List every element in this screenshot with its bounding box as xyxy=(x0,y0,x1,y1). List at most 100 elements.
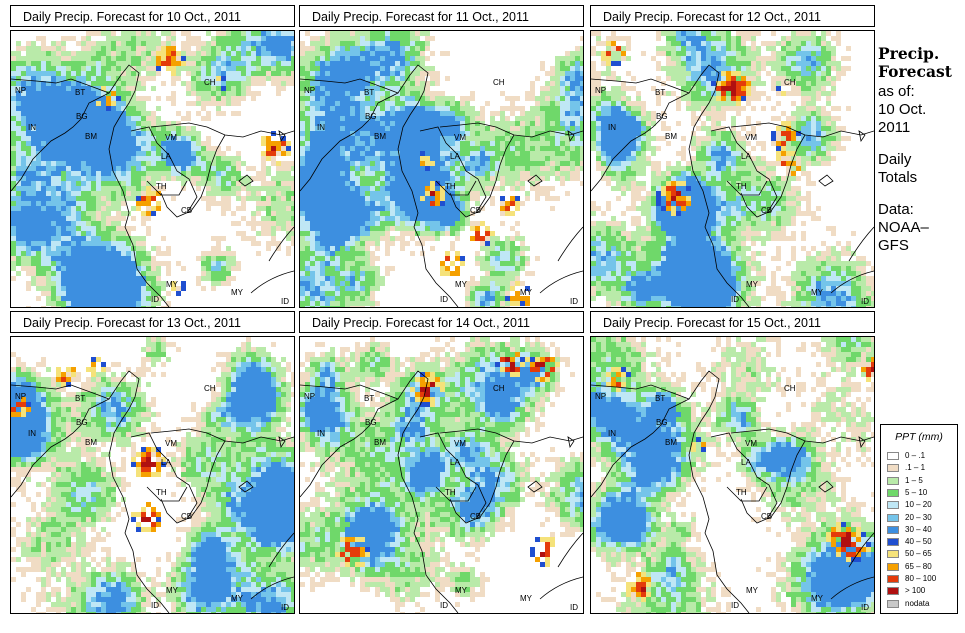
precip-cell xyxy=(430,201,435,206)
precip-cell xyxy=(350,226,355,231)
precip-cell xyxy=(385,76,390,81)
precip-cell xyxy=(31,41,36,46)
precip-cell xyxy=(96,216,101,221)
precip-cell xyxy=(46,281,51,286)
precip-cell xyxy=(141,186,146,191)
precip-cell xyxy=(796,36,801,41)
precip-cell xyxy=(801,51,806,56)
precip-cell xyxy=(480,246,485,251)
precip-cell xyxy=(216,111,221,116)
precip-cell xyxy=(21,161,26,166)
precip-cell xyxy=(686,71,691,76)
precip-cell xyxy=(515,301,520,306)
precip-cell xyxy=(385,171,390,176)
precip-cell xyxy=(731,41,736,46)
precip-cell xyxy=(46,186,51,191)
precip-cell xyxy=(535,156,540,161)
precip-cell xyxy=(470,91,475,96)
precip-cell xyxy=(540,156,545,161)
precip-cell xyxy=(380,171,385,176)
precip-cell xyxy=(485,136,490,141)
precip-cell xyxy=(151,86,156,91)
precip-cell xyxy=(691,41,696,46)
precip-cell xyxy=(21,126,26,131)
precip-cell xyxy=(410,106,415,111)
precip-cell xyxy=(300,136,305,141)
precip-cell xyxy=(405,106,410,111)
precip-cell xyxy=(475,146,480,151)
precip-cell xyxy=(26,306,31,307)
precip-cell xyxy=(181,156,186,161)
precip-cell xyxy=(701,71,706,76)
precip-cell xyxy=(335,136,340,141)
precip-cell xyxy=(51,236,56,241)
precip-cell xyxy=(300,161,305,166)
precip-cell xyxy=(540,191,545,196)
precip-cell xyxy=(370,236,375,241)
precip-cell xyxy=(681,76,686,81)
precip-cell xyxy=(136,256,141,261)
precip-cell xyxy=(616,46,621,51)
precip-cell xyxy=(616,36,621,41)
precip-cell xyxy=(400,76,405,81)
precip-cell xyxy=(136,126,141,131)
precip-cell xyxy=(345,91,350,96)
precip-cell xyxy=(350,171,355,176)
precip-cell xyxy=(116,306,121,307)
precip-cell xyxy=(56,206,61,211)
precip-cell xyxy=(96,251,101,256)
precip-cell xyxy=(385,66,390,71)
precip-cell xyxy=(345,131,350,136)
precip-cell xyxy=(741,71,746,76)
precip-cell xyxy=(136,241,141,246)
precip-cell xyxy=(380,111,385,116)
precip-cell xyxy=(671,56,676,61)
precip-cell xyxy=(56,91,61,96)
precip-cell xyxy=(776,71,781,76)
precip-cell xyxy=(221,176,226,181)
precip-cell xyxy=(151,51,156,56)
precip-cell xyxy=(16,261,21,266)
precip-cell xyxy=(495,266,500,271)
precip-cell xyxy=(206,86,211,91)
precip-cell xyxy=(320,86,325,91)
precip-cell xyxy=(315,51,320,56)
precip-cell xyxy=(525,136,530,141)
precip-cell xyxy=(550,156,555,161)
precip-cell xyxy=(106,186,111,191)
precip-cell xyxy=(111,81,116,86)
precip-cell xyxy=(201,271,206,276)
precip-cell xyxy=(121,211,126,216)
precip-cell xyxy=(405,196,410,201)
precip-cell xyxy=(560,161,565,166)
precip-cell xyxy=(111,151,116,156)
precip-cell xyxy=(300,201,305,206)
precip-cell xyxy=(355,166,360,171)
precip-cell xyxy=(86,46,91,51)
precip-cell xyxy=(111,286,116,291)
precip-cell xyxy=(116,51,121,56)
precip-cell xyxy=(330,76,335,81)
precip-cell xyxy=(345,301,350,306)
country-label: CB xyxy=(181,206,193,215)
precip-cell xyxy=(570,111,575,116)
precip-cell xyxy=(41,76,46,81)
precip-cell xyxy=(106,56,111,61)
precip-cell xyxy=(246,86,251,91)
precip-cell xyxy=(515,181,520,186)
precip-cell xyxy=(450,206,455,211)
precip-cell xyxy=(76,266,81,271)
precip-cell xyxy=(495,286,500,291)
precip-cell xyxy=(420,156,425,161)
precip-cell xyxy=(425,161,430,166)
precip-cell xyxy=(246,31,251,36)
precip-cell xyxy=(271,56,276,61)
precip-cell xyxy=(560,101,565,106)
precip-cell xyxy=(450,261,455,266)
precip-cell xyxy=(16,181,21,186)
precip-cell xyxy=(86,71,91,76)
precip-cell xyxy=(741,31,746,36)
precip-cell xyxy=(196,151,201,156)
precip-cell xyxy=(181,61,186,66)
precip-cell xyxy=(51,66,56,71)
